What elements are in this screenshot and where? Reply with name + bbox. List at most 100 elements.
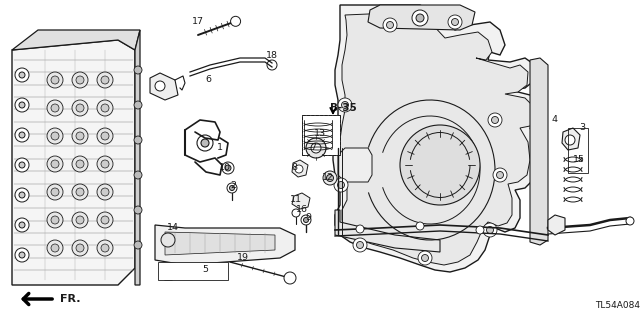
Text: 10: 10 bbox=[219, 164, 231, 173]
Text: B-35: B-35 bbox=[330, 103, 356, 113]
Circle shape bbox=[47, 100, 63, 116]
Circle shape bbox=[76, 160, 84, 168]
Circle shape bbox=[97, 72, 113, 88]
Circle shape bbox=[356, 241, 364, 249]
Circle shape bbox=[230, 186, 234, 190]
Circle shape bbox=[201, 139, 209, 147]
Circle shape bbox=[97, 240, 113, 256]
Circle shape bbox=[72, 184, 88, 200]
Text: 2: 2 bbox=[230, 181, 236, 189]
Polygon shape bbox=[165, 232, 275, 255]
Circle shape bbox=[101, 76, 109, 84]
Polygon shape bbox=[292, 193, 310, 209]
Polygon shape bbox=[292, 160, 308, 177]
Circle shape bbox=[15, 98, 29, 112]
Text: 14: 14 bbox=[167, 224, 179, 233]
Circle shape bbox=[19, 252, 25, 258]
Circle shape bbox=[353, 238, 367, 252]
Circle shape bbox=[19, 192, 25, 198]
Polygon shape bbox=[335, 210, 440, 252]
Circle shape bbox=[19, 162, 25, 168]
Circle shape bbox=[486, 226, 493, 234]
Circle shape bbox=[292, 209, 300, 217]
Circle shape bbox=[72, 240, 88, 256]
Circle shape bbox=[47, 72, 63, 88]
Circle shape bbox=[47, 184, 63, 200]
Circle shape bbox=[134, 101, 142, 109]
Circle shape bbox=[101, 160, 109, 168]
Circle shape bbox=[15, 128, 29, 142]
Circle shape bbox=[626, 217, 634, 225]
Circle shape bbox=[356, 225, 364, 233]
Circle shape bbox=[47, 212, 63, 228]
Circle shape bbox=[284, 272, 296, 284]
Polygon shape bbox=[548, 215, 565, 235]
Circle shape bbox=[19, 222, 25, 228]
Circle shape bbox=[492, 116, 499, 123]
Text: 8: 8 bbox=[291, 164, 297, 173]
Text: 1: 1 bbox=[217, 144, 223, 152]
Circle shape bbox=[72, 100, 88, 116]
Circle shape bbox=[47, 156, 63, 172]
Circle shape bbox=[101, 188, 109, 196]
Circle shape bbox=[51, 76, 59, 84]
Circle shape bbox=[51, 216, 59, 224]
Circle shape bbox=[155, 81, 165, 91]
Circle shape bbox=[225, 165, 231, 171]
Circle shape bbox=[383, 18, 397, 32]
Circle shape bbox=[76, 76, 84, 84]
Circle shape bbox=[15, 68, 29, 82]
Text: 16: 16 bbox=[296, 205, 308, 214]
Circle shape bbox=[47, 128, 63, 144]
Circle shape bbox=[303, 218, 308, 222]
Circle shape bbox=[134, 136, 142, 144]
Polygon shape bbox=[135, 30, 140, 285]
Polygon shape bbox=[150, 73, 178, 100]
Circle shape bbox=[387, 21, 394, 28]
Circle shape bbox=[311, 143, 321, 153]
Circle shape bbox=[101, 132, 109, 140]
Text: FR.: FR. bbox=[60, 294, 81, 304]
Text: 5: 5 bbox=[202, 265, 208, 275]
Circle shape bbox=[51, 188, 59, 196]
Text: 13: 13 bbox=[314, 129, 326, 137]
Bar bbox=[158, 262, 228, 280]
Polygon shape bbox=[562, 128, 580, 150]
Circle shape bbox=[565, 135, 575, 145]
Text: 12: 12 bbox=[322, 173, 334, 182]
Circle shape bbox=[76, 216, 84, 224]
Circle shape bbox=[448, 15, 462, 29]
Circle shape bbox=[15, 248, 29, 262]
Circle shape bbox=[416, 222, 424, 230]
Circle shape bbox=[76, 104, 84, 112]
Circle shape bbox=[488, 113, 502, 127]
Circle shape bbox=[222, 162, 234, 174]
Circle shape bbox=[230, 16, 241, 26]
Circle shape bbox=[97, 212, 113, 228]
Text: 9: 9 bbox=[305, 213, 311, 222]
Circle shape bbox=[51, 244, 59, 252]
Circle shape bbox=[197, 135, 213, 151]
Text: TL54A0840: TL54A0840 bbox=[595, 300, 640, 309]
Circle shape bbox=[76, 188, 84, 196]
Polygon shape bbox=[530, 58, 548, 245]
Circle shape bbox=[134, 66, 142, 74]
Circle shape bbox=[101, 104, 109, 112]
Circle shape bbox=[134, 171, 142, 179]
Polygon shape bbox=[338, 148, 372, 182]
Text: 7: 7 bbox=[310, 143, 316, 152]
Text: 6: 6 bbox=[205, 76, 211, 85]
Circle shape bbox=[422, 255, 429, 262]
Circle shape bbox=[326, 174, 333, 182]
Circle shape bbox=[97, 184, 113, 200]
Circle shape bbox=[51, 160, 59, 168]
Circle shape bbox=[134, 241, 142, 249]
Circle shape bbox=[412, 10, 428, 26]
Circle shape bbox=[72, 128, 88, 144]
Text: 17: 17 bbox=[192, 18, 204, 26]
Circle shape bbox=[101, 244, 109, 252]
Circle shape bbox=[19, 72, 25, 78]
Circle shape bbox=[72, 156, 88, 172]
Circle shape bbox=[400, 125, 480, 205]
Circle shape bbox=[451, 19, 458, 26]
